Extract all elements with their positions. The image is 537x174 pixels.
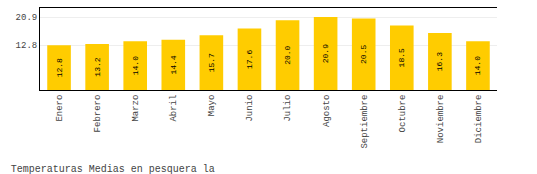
svg-text:Septiembre: Septiembre [360,95,370,149]
svg-text:20.9: 20.9 [321,44,330,63]
svg-text:20.0: 20.0 [283,45,292,64]
svg-text:Diciembre: Diciembre [474,95,484,144]
svg-text:18.5: 18.5 [397,48,406,67]
svg-text:Julio: Julio [283,95,293,122]
svg-text:Octubre: Octubre [398,95,408,133]
svg-text:12.8: 12.8 [16,41,38,51]
svg-text:Febrero: Febrero [93,95,103,133]
svg-text:Agosto: Agosto [322,95,332,127]
svg-text:Marzo: Marzo [131,95,141,122]
svg-text:20.9: 20.9 [16,13,38,23]
svg-text:13.2: 13.2 [93,57,102,76]
svg-text:14.0: 14.0 [473,56,482,75]
svg-text:17.6: 17.6 [245,50,254,69]
svg-text:14.0: 14.0 [131,56,140,75]
svg-text:12.8: 12.8 [55,58,64,77]
svg-text:16.3: 16.3 [435,52,444,71]
svg-text:15.7: 15.7 [207,53,216,72]
svg-text:Temperaturas Medias en pesquer: Temperaturas Medias en pesquera la [11,164,215,174]
svg-text:Junio: Junio [245,95,255,122]
svg-text:Mayo: Mayo [207,95,217,117]
svg-text:20.5: 20.5 [359,45,368,64]
svg-text:14.4: 14.4 [169,55,178,74]
svg-text:Noviembre: Noviembre [436,95,446,144]
svg-text:Enero: Enero [55,95,65,122]
svg-text:Abril: Abril [169,95,179,122]
